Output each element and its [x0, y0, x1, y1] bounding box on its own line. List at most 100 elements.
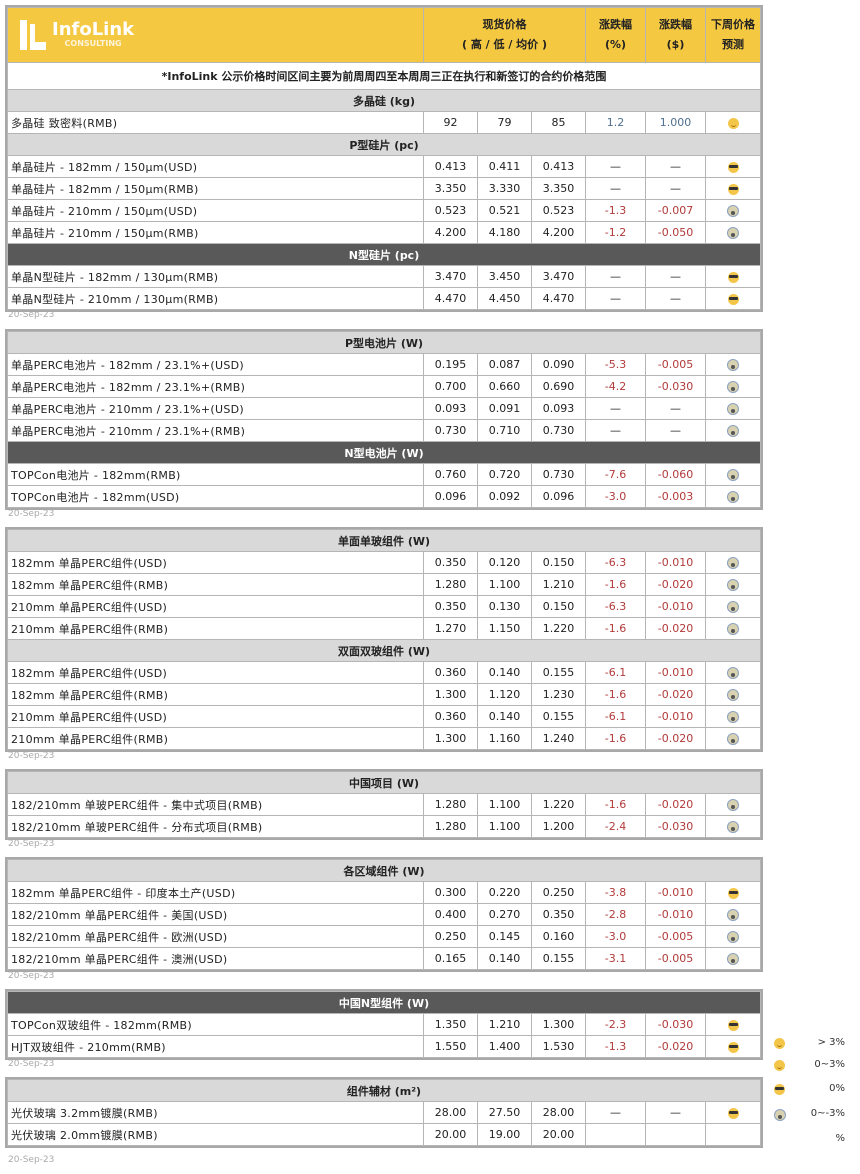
change-pct: — [585, 287, 647, 310]
price-avg: 0.413 [530, 155, 587, 178]
section-header: P型电池片 (W) [7, 331, 761, 354]
price-low: 0.710 [477, 419, 532, 442]
section-header: N型硅片 (pc) [7, 243, 761, 266]
price-avg: 1.220 [531, 617, 586, 640]
price-low: 1.100 [477, 793, 532, 816]
legend-item: 0~3% [770, 1058, 855, 1074]
price-note: *InfoLink 公示价格时间区间主要为前周周四至本周周三正在执行和新签订的合… [7, 62, 761, 90]
price-low: 0.145 [477, 925, 532, 948]
price-avg: 0.150 [531, 551, 586, 574]
forecast-cell [705, 375, 761, 398]
smile-face-icon [774, 1060, 785, 1071]
scream-face-icon [727, 931, 739, 943]
change-pct: 1.2 [585, 111, 647, 134]
product-name: 多晶硅 致密料(RMB) [7, 111, 424, 134]
forecast-cell [705, 221, 761, 244]
price-high: 20.00 [423, 1123, 478, 1146]
change-usd: -0.005 [645, 947, 706, 970]
price-high: 0.093 [423, 397, 478, 420]
change-pct: -1.2 [585, 221, 647, 244]
change-usd: -0.003 [645, 485, 706, 508]
price-high: 1.300 [423, 683, 478, 706]
table-row: 210mm 单晶PERC组件(RMB) 1.270 1.150 1.220 -1.6 -0… [7, 617, 761, 640]
product-name: TOPCon电池片 - 182mm(RMB) [7, 463, 424, 486]
table-row: TOPCon电池片 - 182mm(USD) 0.096 0.092 0.096 -3.… [7, 485, 761, 508]
price-high: 1.280 [423, 573, 478, 596]
change-pct: -6.1 [585, 705, 646, 728]
product-name: 单晶硅片 - 182mm / 150μm(RMB) [7, 177, 424, 200]
change-usd: -0.030 [645, 1013, 706, 1036]
forecast-cell [705, 683, 761, 706]
product-name: 单晶N型硅片 - 182mm / 130μm(RMB) [7, 265, 424, 288]
section-header: 双面双玻组件 (W) [7, 639, 761, 662]
price-avg: 0.730 [531, 419, 586, 442]
price-block: 各区域组件 (W) 182mm 单晶PERC组件 - 印度本土产(USD) 0.30… [5, 857, 763, 972]
price-avg: 0.090 [531, 353, 586, 376]
price-low: 1.100 [477, 573, 532, 596]
price-low: 1.150 [477, 617, 532, 640]
change-usd: -0.010 [645, 881, 706, 904]
scream-face-icon [727, 689, 739, 701]
change-pct: -1.6 [585, 573, 646, 596]
price-avg: 0.155 [531, 661, 586, 684]
product-name: TOPCon双玻组件 - 182mm(RMB) [7, 1013, 424, 1036]
change-pct: -5.3 [585, 353, 646, 376]
change-usd: — [645, 1101, 706, 1124]
product-name: 单晶PERC电池片 - 210mm / 23.1%+(USD) [7, 397, 424, 420]
price-avg: 1.220 [531, 793, 586, 816]
scream-face-icon [727, 557, 739, 569]
forecast-cell [705, 595, 761, 618]
price-avg: 0.350 [531, 903, 586, 926]
table-row: 单晶PERC电池片 - 210mm / 23.1%+(USD) 0.093 0.09… [7, 397, 761, 420]
report-date: 20-Sep-23 [8, 1155, 55, 1165]
price-high: 0.350 [423, 551, 478, 574]
price-low: 0.087 [477, 353, 532, 376]
price-avg: 0.155 [531, 705, 586, 728]
section-header: 单面单玻组件 (W) [7, 529, 761, 552]
product-name: 单晶PERC电池片 - 210mm / 23.1%+(RMB) [7, 419, 424, 442]
change-usd: 1.000 [645, 111, 707, 134]
product-name: 182/210mm 单晶PERC组件 - 澳洲(USD) [7, 947, 424, 970]
price-high: 0.195 [423, 353, 478, 376]
product-name: 210mm 单晶PERC组件(RMB) [7, 617, 424, 640]
forecast-cell [705, 397, 761, 420]
table-row: 182/210mm 单玻PERC组件 - 分布式项目(RMB) 1.280 1.10… [7, 815, 761, 838]
change-pct: -4.2 [585, 375, 646, 398]
section-header: N型电池片 (W) [7, 441, 761, 464]
table-row: 单晶硅片 - 210mm / 150μm(RMB) 4.200 4.180 4.200… [7, 221, 761, 244]
forecast-cell [705, 573, 761, 596]
change-pct: — [585, 155, 647, 178]
table-row: 210mm 单晶PERC组件(USD) 0.350 0.130 0.150 -6.3 -0… [7, 595, 761, 618]
legend-item: 0~-3% [770, 1107, 855, 1123]
price-avg: 1.230 [531, 683, 586, 706]
price-low: 27.50 [477, 1101, 532, 1124]
price-high: 0.300 [423, 881, 478, 904]
change-usd: -0.020 [645, 683, 706, 706]
change-usd: -0.050 [645, 221, 707, 244]
price-low: 0.140 [477, 947, 532, 970]
change-usd: -0.007 [645, 199, 707, 222]
scream-face-icon [727, 403, 739, 415]
price-low: 19.00 [477, 1123, 532, 1146]
product-name: 单晶PERC电池片 - 182mm / 23.1%+(USD) [7, 353, 424, 376]
change-usd: -0.005 [645, 925, 706, 948]
table-row: 单晶N型硅片 - 182mm / 130μm(RMB) 3.470 3.450 3.4… [7, 265, 761, 288]
scream-face-icon [774, 1109, 786, 1121]
forecast-cell [705, 155, 761, 178]
change-usd: -0.020 [645, 793, 706, 816]
table-row: TOPCon电池片 - 182mm(RMB) 0.760 0.720 0.730 -7.… [7, 463, 761, 486]
report-date: 20-Sep-23 [8, 751, 55, 761]
forecast-cell [705, 727, 761, 750]
forecast-cell [705, 947, 761, 970]
price-high: 0.350 [423, 595, 478, 618]
price-high: 28.00 [423, 1101, 478, 1124]
product-name: HJT双玻组件 - 210mm(RMB) [7, 1035, 424, 1058]
price-avg: 1.200 [531, 815, 586, 838]
price-block: 中国项目 (W) 182/210mm 单玻PERC组件 - 集中式项目(RMB) 1… [5, 769, 763, 840]
table-row: 单晶PERC电池片 - 182mm / 23.1%+(USD) 0.195 0.08… [7, 353, 761, 376]
change-usd: -0.030 [645, 815, 706, 838]
price-high: 0.760 [423, 463, 478, 486]
product-name: 单晶硅片 - 182mm / 150μm(USD) [7, 155, 424, 178]
table-row: 光伏玻璃 3.2mm镀膜(RMB) 28.00 27.50 28.00— — [7, 1101, 761, 1124]
table-row: 单晶N型硅片 - 210mm / 130μm(RMB) 4.470 4.450 4.4… [7, 287, 761, 310]
